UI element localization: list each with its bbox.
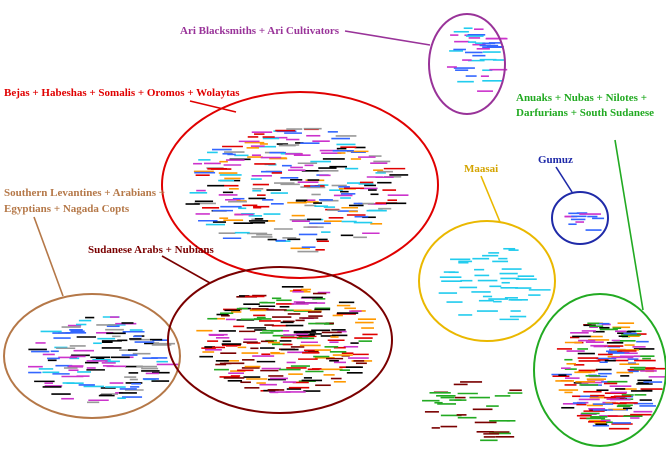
cluster-ellipse [167,266,393,414]
cluster-ellipse [418,220,556,342]
leader-line [480,175,501,223]
point-labels [28,27,666,442]
group-label: Sudanese Arabs + Nubians [88,244,215,256]
cluster-ellipse [3,293,181,419]
group-label: Gumuz [538,154,573,166]
group-label: Bejas + Habeshas + Somalis + Oromos + Wo… [4,87,240,99]
cluster-ellipse [428,13,506,115]
group-label: Darfurians + South Sudanese [516,107,654,119]
leader-line [555,166,573,193]
cluster-ellipse [161,91,439,279]
cluster-ellipse [533,293,666,447]
leader-line [614,139,644,311]
group-label: Ari Blacksmiths + Ari Cultivators [180,25,340,37]
cluster-ellipse [551,191,609,245]
group-label: Maasai [464,163,498,175]
leader-line [189,100,237,113]
leader-line [161,255,211,284]
group-label: Southern Levantines + Arabians + [4,187,165,199]
group-label: Egyptians + Nagada Copts [4,203,130,215]
leader-line [33,216,64,297]
leader-line [344,30,431,46]
group-label: Anuaks + Nubas + Nilotes + [516,92,647,104]
